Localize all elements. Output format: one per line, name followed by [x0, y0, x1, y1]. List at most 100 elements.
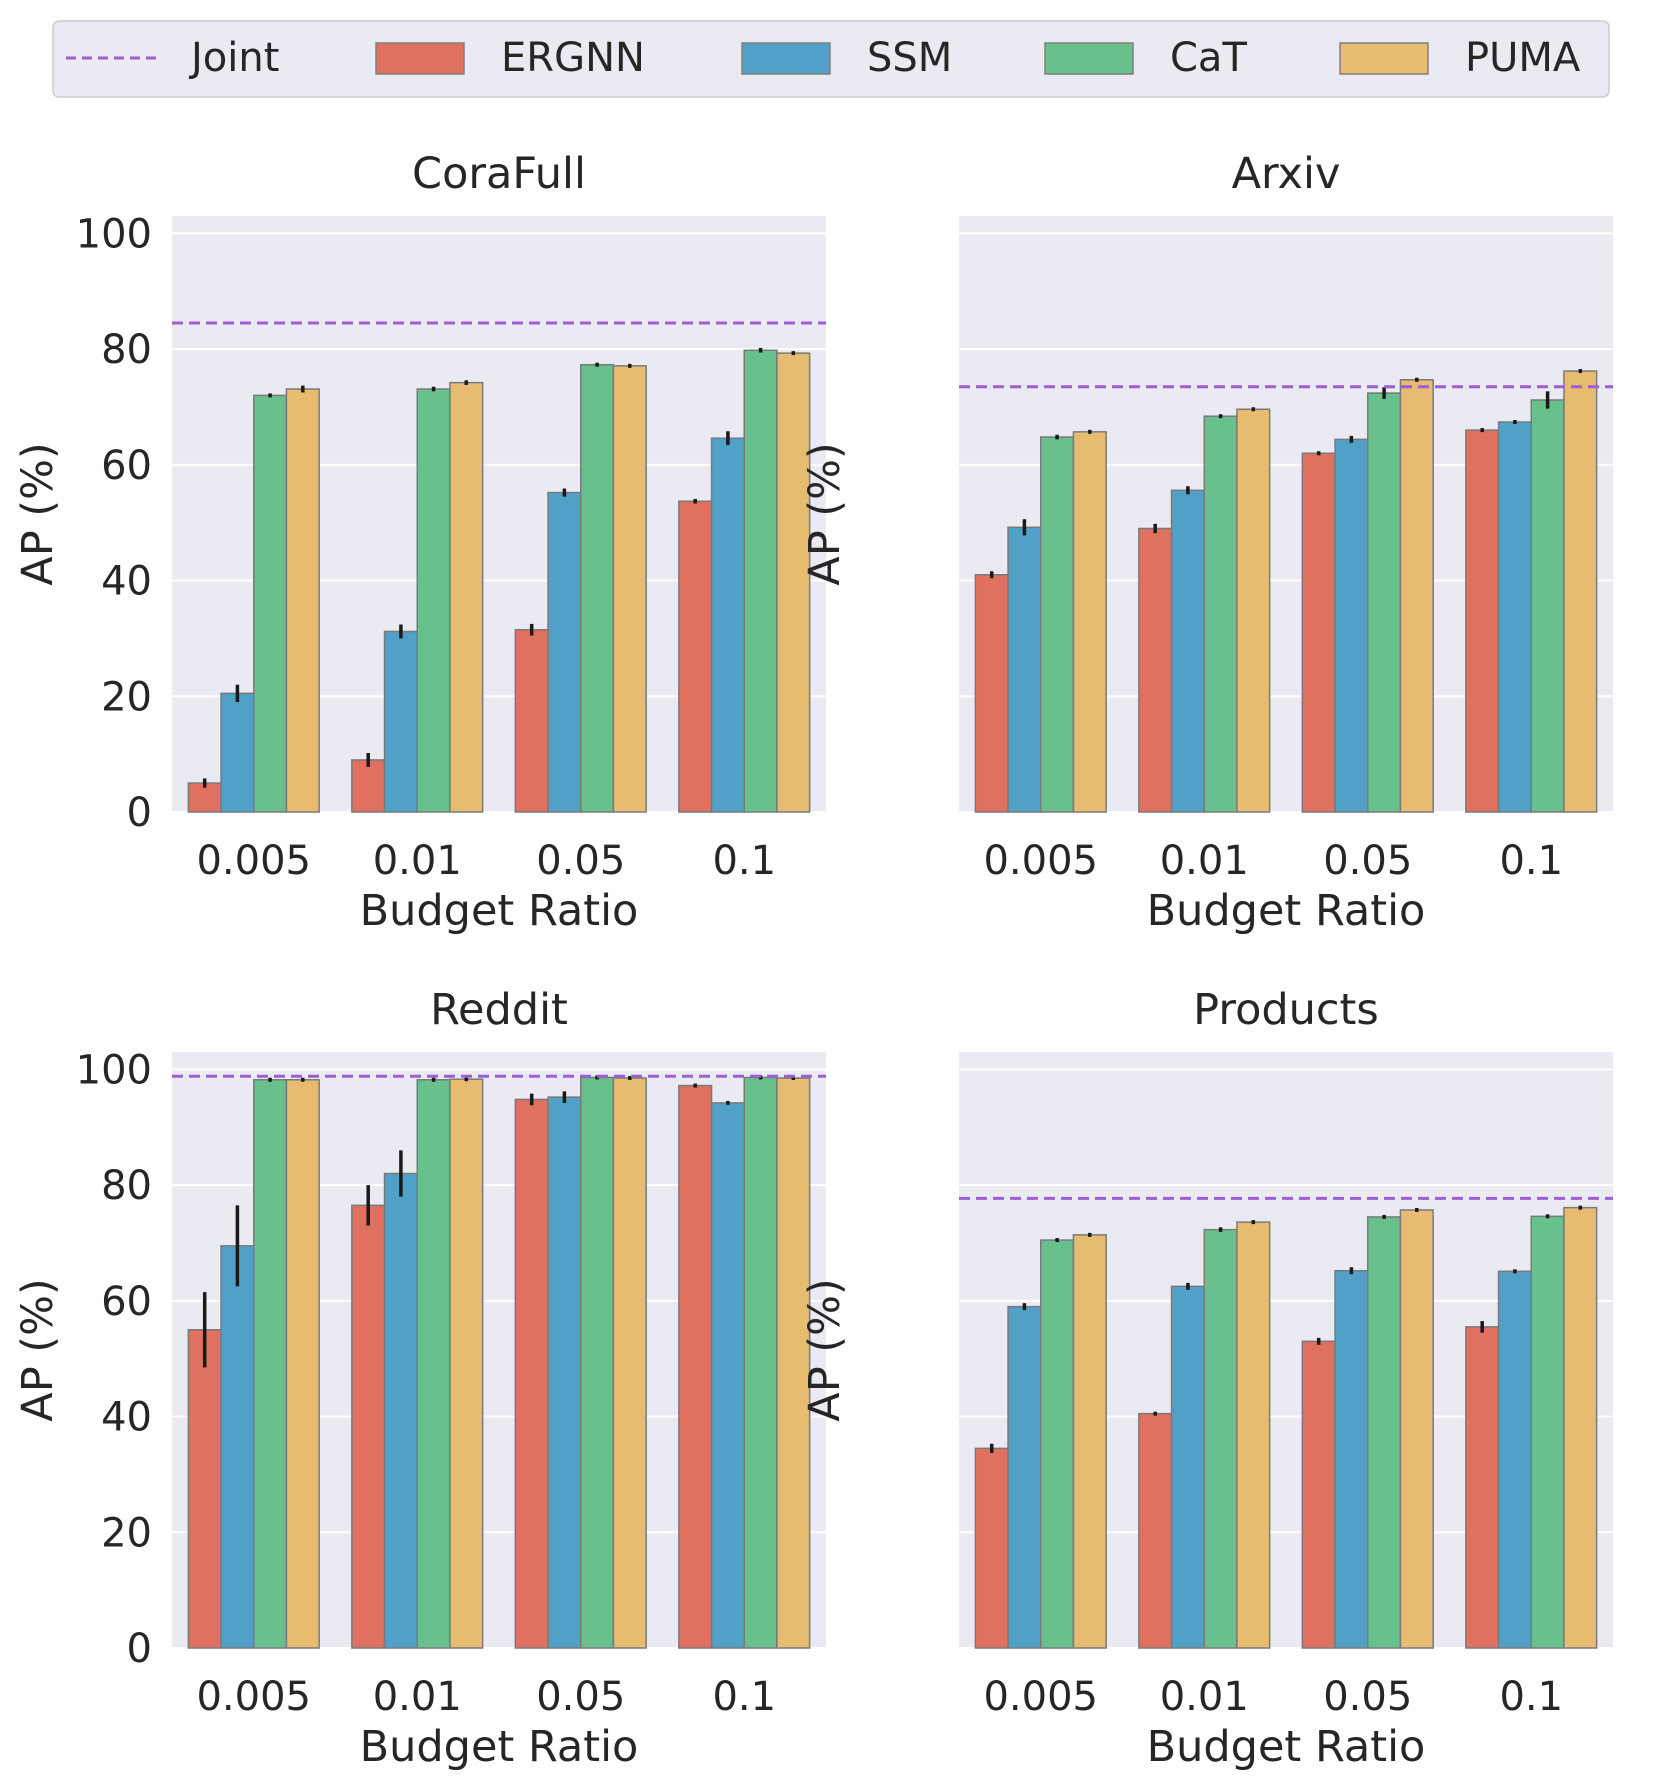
- y-axis-label-arxiv: AP (%): [800, 442, 850, 585]
- legend-label-joint: Joint: [188, 35, 279, 81]
- legend: Joint ERGNN SSM CaT PUMA: [52, 20, 1610, 98]
- ytick-label-reddit: 0: [127, 1626, 152, 1672]
- bar-products-cat-0-1: [1530, 1215, 1565, 1649]
- bar-corafull-cat-0-01: [416, 388, 451, 813]
- bar-products-ssm-0-005: [1007, 1305, 1042, 1649]
- legend-label-ergnn: ERGNN: [501, 35, 645, 81]
- bar-arxiv-puma-0-05: [1399, 379, 1434, 813]
- bar-corafull-puma-0-1: [776, 352, 811, 813]
- bar-corafull-ergnn-0-005: [187, 782, 222, 813]
- bar-arxiv-ergnn-0-005: [974, 574, 1009, 813]
- bar-arxiv-ssm-0-01: [1170, 489, 1206, 813]
- legend-label-cat: CaT: [1170, 35, 1247, 81]
- bar-corafull-ssm-0-05: [547, 491, 582, 813]
- ytick-label-corafull: 0: [127, 790, 152, 836]
- panel-corafull: 0 20 40 60 80 100 0.005 0.01 0.05 0.1 CoraFull Budg…: [13, 149, 826, 936]
- ytick-label-reddit: 60: [101, 1279, 152, 1325]
- bar-corafull-puma-0-01: [449, 381, 484, 813]
- xtick-label-products: 0.1: [1499, 1674, 1563, 1720]
- bar-reddit-ergnn-0-005: [187, 1328, 222, 1649]
- legend-item-cat: CaT: [1044, 35, 1247, 81]
- bar-corafull-cat-0-005: [253, 394, 288, 813]
- ytick-label-corafull: 80: [101, 327, 152, 373]
- xtick-label-arxiv: 0.005: [983, 838, 1098, 884]
- bar-reddit-cat-0-1: [743, 1076, 778, 1649]
- y-axis-label-reddit: AP (%): [13, 1278, 63, 1421]
- y-axis-label-corafull: AP (%): [13, 442, 63, 585]
- bar-reddit-ssm-0-005: [220, 1245, 255, 1649]
- xtick-label-products: 0.01: [1160, 1674, 1249, 1720]
- bar-arxiv-puma-0-01: [1236, 408, 1271, 813]
- xtick-label-reddit: 0.1: [712, 1674, 776, 1720]
- bar-products-ergnn-0-1: [1465, 1326, 1500, 1649]
- bar-reddit-ergnn-0-1: [678, 1084, 713, 1649]
- bar-products-ergnn-0-05: [1301, 1340, 1336, 1649]
- legend-item-joint: Joint: [66, 35, 279, 81]
- x-axis-label-corafull: Budget Ratio: [360, 886, 639, 936]
- legend-swatch-cat: [1044, 42, 1134, 75]
- bar-products-ssm-0-1: [1497, 1270, 1533, 1649]
- ytick-label-reddit: 100: [76, 1047, 152, 1093]
- bar-corafull-ergnn-0-1: [678, 500, 713, 813]
- bar-arxiv-ssm-0-005: [1007, 526, 1042, 813]
- bar-corafull-ssm-0-1: [710, 437, 745, 813]
- bar-products-ergnn-0-01: [1138, 1412, 1173, 1649]
- panel-title-reddit: Reddit: [430, 985, 568, 1035]
- panel-title-arxiv: Arxiv: [1232, 149, 1341, 199]
- bar-products-puma-0-005: [1072, 1234, 1107, 1649]
- bar-reddit-ergnn-0-05: [514, 1098, 549, 1649]
- panel-products: 0.005 0.01 0.05 0.1 Products Budget Ratio AP (…: [800, 985, 1613, 1772]
- ytick-label-corafull: 60: [101, 443, 152, 489]
- legend-item-ssm: SSM: [741, 35, 952, 81]
- bar-products-ssm-0-05: [1334, 1269, 1369, 1649]
- bar-products-cat-0-01: [1203, 1228, 1238, 1649]
- ytick-label-corafull: 20: [101, 674, 152, 720]
- xtick-label-corafull: 0.005: [196, 838, 311, 884]
- legend-item-ergnn: ERGNN: [375, 35, 645, 81]
- legend-frame: [52, 20, 1610, 98]
- bar-reddit-ergnn-0-01: [351, 1204, 386, 1649]
- bar-arxiv-ergnn-0-05: [1301, 452, 1336, 813]
- legend-label-puma: PUMA: [1465, 35, 1581, 81]
- xtick-label-reddit: 0.01: [373, 1674, 462, 1720]
- ytick-label-reddit: 40: [101, 1395, 152, 1441]
- xtick-label-arxiv: 0.05: [1323, 838, 1412, 884]
- legend-swatch-puma: [1339, 42, 1429, 75]
- chart-panels: 0 20 40 60 80 100 0.005 0.01 0.05 0.1 CoraFull Budg…: [13, 149, 1613, 1772]
- bar-reddit-ssm-0-05: [547, 1096, 582, 1649]
- legend-swatch-ergnn: [375, 42, 465, 75]
- bar-products-puma-0-01: [1236, 1221, 1271, 1649]
- xtick-label-arxiv: 0.1: [1499, 838, 1563, 884]
- bar-products-ergnn-0-005: [974, 1447, 1009, 1649]
- xtick-label-corafull: 0.1: [712, 838, 776, 884]
- bar-products-cat-0-05: [1367, 1216, 1402, 1649]
- bar-products-puma-0-1: [1563, 1206, 1598, 1649]
- xtick-label-products: 0.05: [1323, 1674, 1412, 1720]
- bar-products-cat-0-005: [1040, 1239, 1075, 1649]
- panel-title-products: Products: [1193, 985, 1379, 1035]
- bar-arxiv-ergnn-0-01: [1138, 527, 1173, 813]
- ytick-label-reddit: 80: [101, 1163, 152, 1209]
- bar-arxiv-puma-0-005: [1072, 431, 1107, 813]
- bar-arxiv-cat-0-05: [1367, 392, 1402, 813]
- bar-corafull-cat-0-1: [743, 349, 778, 813]
- bar-corafull-ergnn-0-05: [514, 628, 549, 813]
- bar-corafull-puma-0-05: [612, 365, 647, 813]
- bar-arxiv-cat-0-01: [1203, 415, 1238, 813]
- bar-arxiv-ergnn-0-1: [1465, 429, 1500, 813]
- xtick-label-corafull: 0.05: [536, 838, 625, 884]
- bar-arxiv-ssm-0-1: [1497, 421, 1533, 813]
- xtick-label-reddit: 0.005: [196, 1674, 311, 1720]
- panel-reddit: 0 20 40 60 80 100 0.005 0.01 0.05 0.1 Reddit Budget…: [13, 985, 826, 1772]
- bar-corafull-cat-0-05: [580, 363, 615, 813]
- bar-reddit-ssm-0-01: [383, 1172, 418, 1649]
- ytick-label-corafull: 40: [101, 559, 152, 605]
- bar-reddit-cat-0-005: [253, 1079, 288, 1649]
- bar-corafull-ssm-0-005: [220, 692, 255, 813]
- panel-title-corafull: CoraFull: [412, 149, 586, 199]
- ytick-label-reddit: 20: [101, 1510, 152, 1556]
- ytick-label-corafull: 100: [76, 211, 152, 257]
- bar-reddit-cat-0-01: [416, 1079, 451, 1649]
- bar-reddit-puma-0-1: [776, 1077, 811, 1649]
